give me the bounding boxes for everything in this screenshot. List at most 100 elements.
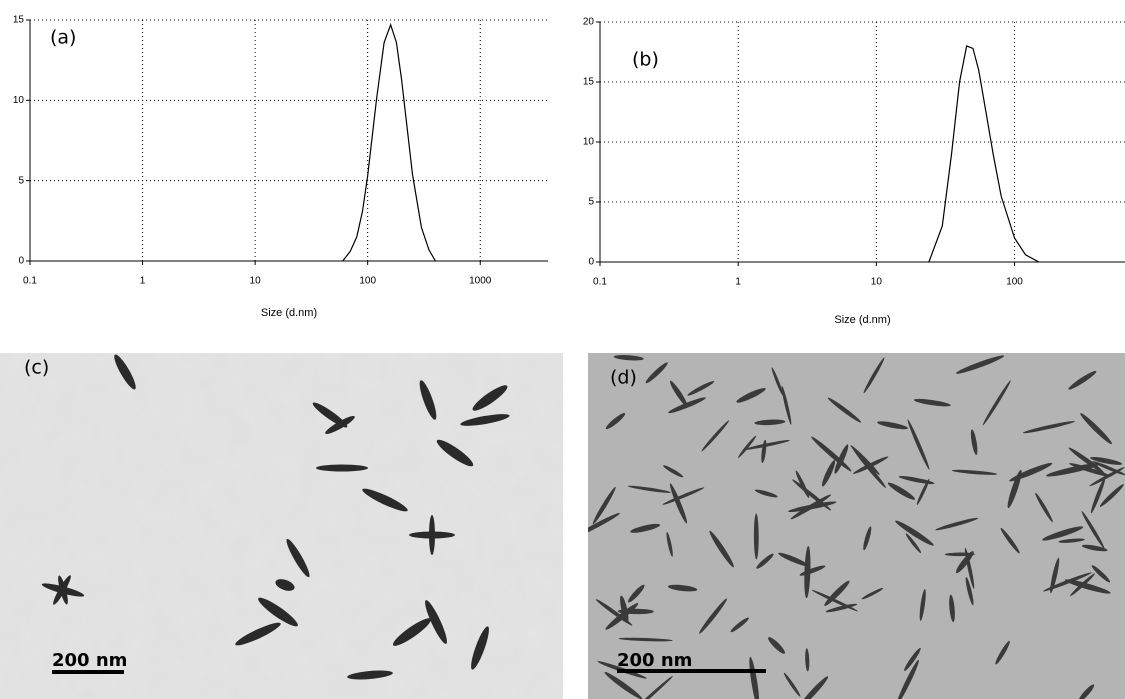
nanorod	[935, 517, 979, 531]
nanorod	[1068, 370, 1097, 390]
nanorod	[668, 397, 706, 414]
nanorod	[613, 354, 644, 361]
nanorod	[436, 439, 474, 467]
y-tick-label: 20	[583, 17, 595, 28]
nanorod	[632, 675, 673, 699]
nanorod	[699, 598, 728, 634]
nanorod	[1058, 538, 1085, 543]
y-tick-label: 15	[13, 15, 25, 26]
y-tick-label: 10	[13, 95, 25, 106]
nanorod	[605, 412, 626, 430]
nanorod	[916, 478, 930, 506]
nanorod	[965, 576, 974, 606]
nanorod	[904, 647, 921, 671]
nanorod	[471, 626, 489, 670]
nanorod	[754, 419, 786, 426]
x-tick-label: 1	[140, 276, 146, 287]
nanorod	[754, 489, 778, 498]
nanorod	[863, 526, 872, 551]
x-tick-label: 10	[871, 277, 883, 288]
x-tick-label: 100	[359, 276, 376, 287]
nanorod	[312, 402, 348, 428]
nanorod	[736, 387, 766, 403]
nanorod	[1022, 421, 1075, 434]
nanorod	[771, 367, 784, 397]
nanorod	[286, 538, 310, 578]
nanorod	[1050, 557, 1060, 594]
tem-texture	[588, 353, 1125, 699]
size-distribution-curve	[928, 45, 1040, 263]
panel-label: (a)	[50, 27, 76, 49]
scale-bar-label: 200 nm	[617, 650, 692, 671]
nanorod	[853, 456, 889, 474]
nanorod	[628, 584, 645, 603]
nanorod	[887, 482, 916, 500]
x-axis-label: Size (d.nm)	[261, 307, 317, 319]
nanorod	[1000, 527, 1020, 554]
panel-label: (b)	[632, 49, 659, 71]
nanorod	[863, 357, 885, 394]
nanorod	[669, 380, 688, 407]
x-tick-label: 100	[1006, 277, 1023, 288]
nanorod	[850, 445, 880, 476]
scale-bar-label: 200 nm	[52, 650, 127, 671]
nanorod	[1099, 484, 1124, 507]
x-axis-label: Size (d.nm)	[834, 314, 890, 326]
nanorod	[620, 595, 629, 623]
nanorod	[662, 487, 705, 505]
nanorod	[761, 439, 767, 464]
x-tick-label: 0.1	[23, 276, 37, 287]
dls-chart: 0 5 10 15 0.1 1 10 100 1000 Size (d.nm) (a)	[13, 15, 548, 319]
nanorod	[1090, 457, 1123, 465]
nanorod	[362, 488, 408, 512]
nanorod	[460, 414, 510, 426]
nanorod	[1042, 526, 1084, 541]
nanorod	[392, 618, 432, 646]
nanorod	[645, 362, 668, 384]
nanorod	[825, 603, 858, 613]
nanorod	[1046, 463, 1101, 477]
nanorod	[316, 464, 368, 472]
nanorod	[627, 485, 671, 493]
nanorod	[896, 659, 919, 699]
nanorod	[805, 648, 810, 672]
nanorod	[604, 671, 643, 699]
nanorod	[955, 355, 1005, 374]
nanorod	[667, 584, 698, 592]
nanorod	[730, 617, 749, 633]
nanorod	[756, 553, 774, 569]
panel-label: (c)	[24, 357, 49, 379]
x-tick-label: 0.1	[593, 277, 607, 288]
x-tick-label: 1000	[469, 276, 492, 287]
nanorod	[325, 415, 355, 435]
size-distribution-curve	[342, 22, 436, 262]
nanorod	[970, 429, 978, 455]
x-tick-label: 1	[735, 277, 741, 288]
nanorod	[347, 670, 393, 680]
nanorod	[778, 552, 809, 567]
nanorod	[618, 637, 673, 642]
y-tick-label: 5	[18, 175, 24, 186]
nanorod	[235, 622, 281, 646]
nanorod	[783, 672, 801, 697]
nanorod	[1035, 492, 1053, 523]
nanorod	[592, 486, 616, 525]
nanorod	[799, 565, 826, 576]
nanorod	[687, 380, 715, 396]
nanorod	[429, 515, 435, 555]
nanorod	[795, 470, 810, 499]
dls-chart: 0 5 10 15 20 0.1 1 10 100 Size (d.nm) (b)	[583, 17, 1125, 326]
nanorod	[827, 397, 862, 423]
nanorod	[824, 580, 850, 606]
nanorod	[919, 588, 926, 621]
nanorod	[781, 385, 792, 425]
nanorod	[472, 385, 508, 411]
nanorod	[895, 520, 934, 546]
nanorod	[737, 435, 757, 459]
nanorod	[58, 575, 68, 605]
y-tick-label: 5	[588, 197, 594, 208]
nanorod	[788, 501, 837, 512]
nanorod	[955, 551, 974, 574]
y-tick-label: 0	[588, 257, 594, 268]
